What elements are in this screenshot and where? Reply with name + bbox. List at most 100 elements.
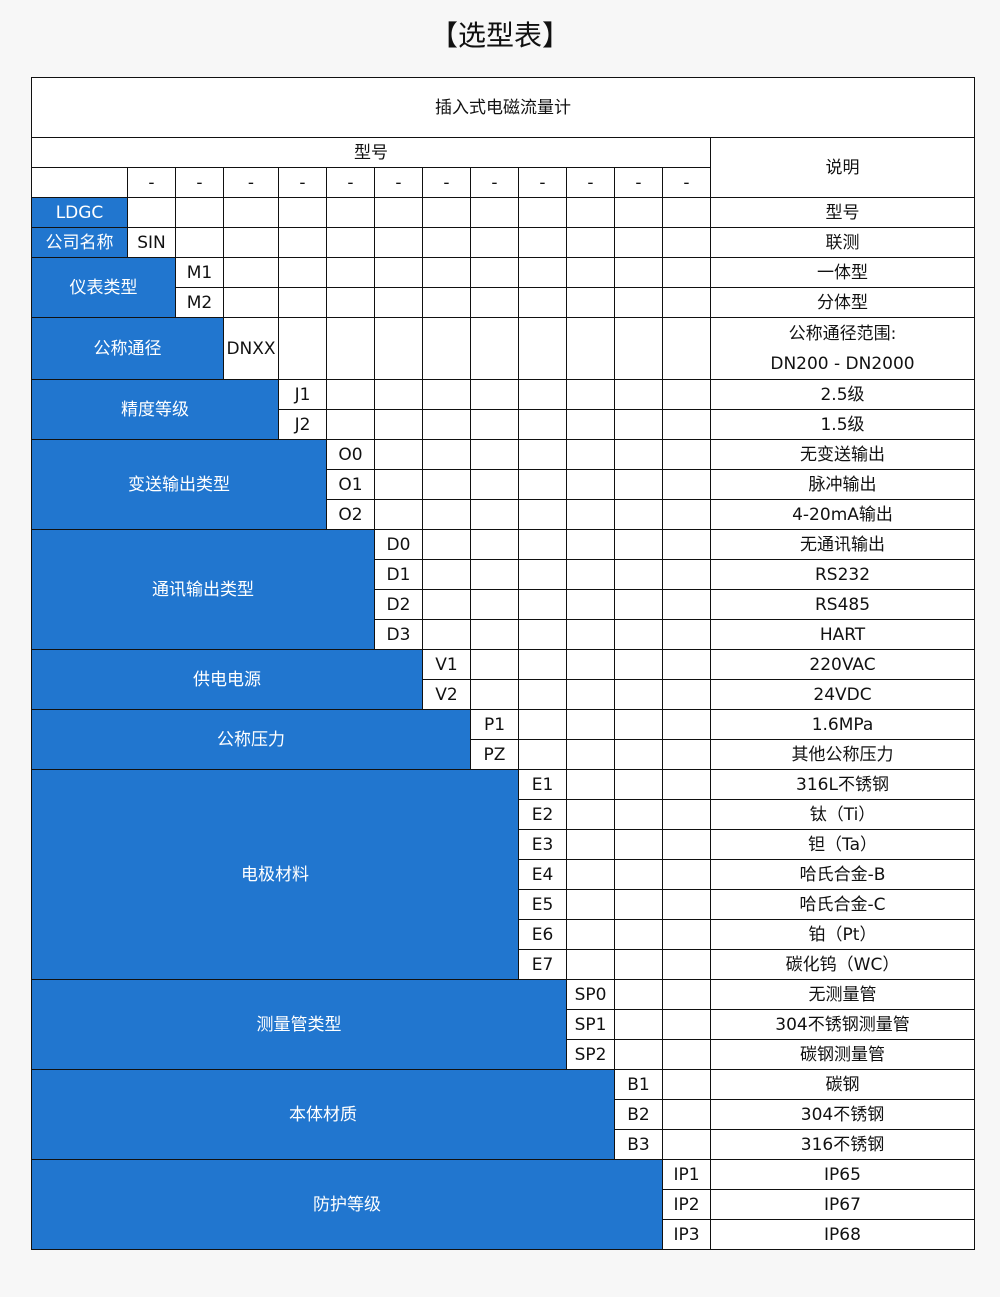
dash-cell: - (127, 167, 176, 198)
empty-cell (422, 379, 471, 410)
empty-cell (566, 919, 615, 950)
empty-cell (614, 227, 663, 258)
code-cell: SP0 (566, 979, 615, 1010)
page-title: 【选型表】 (429, 19, 570, 52)
description-cell: HART (710, 619, 975, 650)
code-cell: D2 (374, 589, 423, 620)
empty-cell (662, 529, 711, 560)
code-cell: V2 (422, 679, 471, 710)
empty-cell (374, 227, 423, 258)
empty-cell (662, 409, 711, 440)
empty-cell (278, 257, 327, 288)
empty-cell (422, 287, 471, 318)
empty-cell (518, 409, 567, 440)
empty-cell (326, 227, 375, 258)
group-label: 防护等级 (31, 1159, 663, 1250)
empty-cell (470, 317, 519, 380)
empty-cell (662, 257, 711, 288)
code-cell: SP2 (566, 1039, 615, 1070)
empty-cell (662, 1129, 711, 1160)
empty-cell (566, 469, 615, 500)
code-cell: D3 (374, 619, 423, 650)
empty-cell (470, 529, 519, 560)
dash-cell: - (223, 167, 279, 198)
empty-cell (470, 589, 519, 620)
code-cell: B2 (614, 1099, 663, 1130)
description-cell: 4-20mA输出 (710, 499, 975, 530)
code-cell: PZ (470, 739, 519, 770)
empty-cell (518, 649, 567, 680)
empty-cell (566, 769, 615, 800)
empty-cell (614, 619, 663, 650)
empty-cell (614, 499, 663, 530)
empty-cell (374, 197, 423, 228)
empty-cell (566, 649, 615, 680)
empty-cell (278, 227, 327, 258)
empty-cell (662, 619, 711, 650)
code-cell: E3 (518, 829, 567, 860)
empty-cell (614, 919, 663, 950)
code-cell: E6 (518, 919, 567, 950)
empty-cell (566, 227, 615, 258)
empty-cell (223, 227, 279, 258)
empty-cell (518, 439, 567, 470)
empty-cell (470, 409, 519, 440)
description-cell: 哈氏合金-C (710, 889, 975, 920)
empty-cell (422, 589, 471, 620)
empty-cell (470, 679, 519, 710)
code-cell: J1 (278, 379, 327, 410)
group-label: 通讯输出类型 (31, 529, 375, 650)
dash-cell: - (374, 167, 423, 198)
empty-cell (614, 709, 663, 740)
empty-cell (614, 889, 663, 920)
code-cell: IP1 (662, 1159, 711, 1190)
empty-cell (470, 287, 519, 318)
empty-cell (614, 1009, 663, 1040)
description-cell: 304不锈钢测量管 (710, 1009, 975, 1040)
empty-cell (566, 379, 615, 410)
blank-header-cell (31, 167, 128, 198)
empty-cell (662, 227, 711, 258)
code-cell: E2 (518, 799, 567, 830)
empty-cell (566, 619, 615, 650)
empty-cell (422, 529, 471, 560)
empty-cell (518, 197, 567, 228)
empty-cell (614, 859, 663, 890)
group-label: 公司名称 (31, 227, 128, 258)
code-cell: M1 (175, 257, 224, 288)
description-cell: 220VAC (710, 649, 975, 680)
dash-cell: - (614, 167, 663, 198)
dash-cell: - (518, 167, 567, 198)
dash-cell: - (326, 167, 375, 198)
empty-cell (566, 287, 615, 318)
code-cell: DNXX (223, 317, 279, 380)
empty-cell (662, 197, 711, 228)
empty-cell (614, 949, 663, 980)
empty-cell (614, 257, 663, 288)
empty-cell (518, 619, 567, 650)
code-cell: SIN (127, 227, 176, 258)
group-label: 电极材料 (31, 769, 519, 980)
empty-cell (374, 287, 423, 318)
empty-cell (662, 499, 711, 530)
code-cell: IP3 (662, 1219, 711, 1250)
empty-cell (662, 317, 711, 380)
empty-cell (614, 529, 663, 560)
description-cell: 脉冲输出 (710, 469, 975, 500)
empty-cell (614, 739, 663, 770)
group-label: LDGC (31, 197, 128, 228)
group-label: 变送输出类型 (31, 439, 327, 530)
description-cell: 分体型 (710, 287, 975, 318)
empty-cell (374, 409, 423, 440)
empty-cell (470, 197, 519, 228)
group-label: 测量管类型 (31, 979, 567, 1070)
empty-cell (614, 1039, 663, 1070)
code-cell: E5 (518, 889, 567, 920)
dash-cell: - (422, 167, 471, 198)
empty-cell (326, 197, 375, 228)
empty-cell (422, 439, 471, 470)
empty-cell (326, 379, 375, 410)
empty-cell (662, 439, 711, 470)
code-cell: IP2 (662, 1189, 711, 1220)
